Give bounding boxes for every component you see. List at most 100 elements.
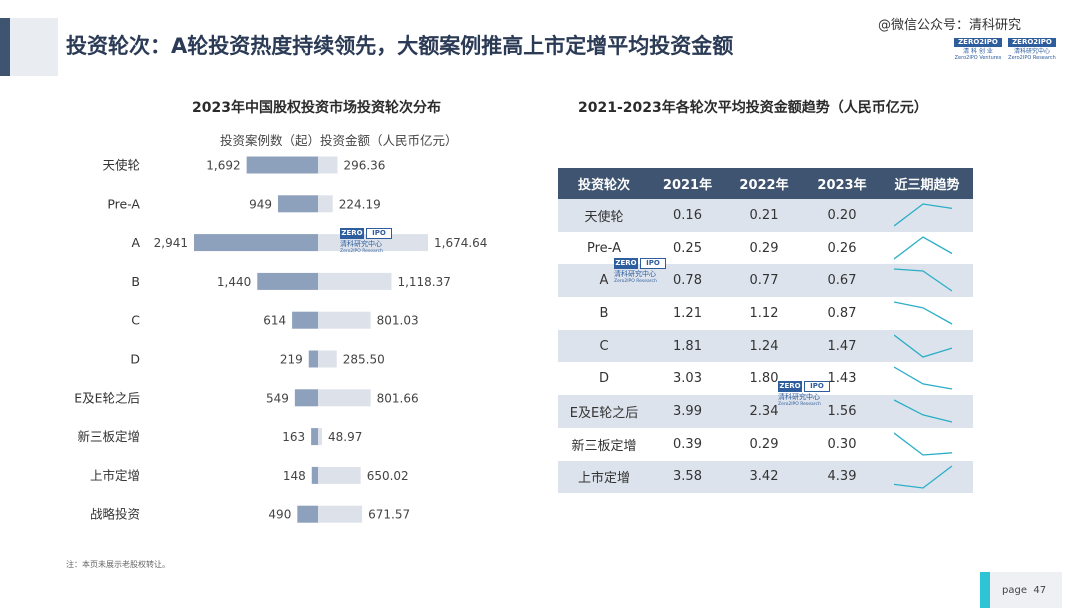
header-background-block (10, 18, 58, 76)
col-header-2023: 2023年 (817, 178, 867, 193)
round-cell: 上市定增 (577, 471, 630, 487)
value-2021-cell: 3.58 (673, 469, 702, 485)
value-2022-cell: 1.24 (749, 338, 779, 354)
left-chart-title: 2023年中国股权投资市场投资轮次分布 (192, 100, 441, 116)
case-count-label: 1,692 (206, 159, 240, 173)
trend-line (894, 399, 953, 423)
amount-bar (318, 195, 333, 213)
page-label: page (1002, 585, 1027, 596)
header-accent-bar (0, 18, 10, 76)
case-count-label: 2,941 (154, 236, 188, 250)
amount-bar (318, 350, 337, 368)
amount-bar (318, 272, 392, 290)
value-2021-cell: 0.39 (673, 436, 702, 452)
case-count-label: 490 (268, 508, 291, 522)
category-label: 战略投资 (90, 507, 140, 522)
amount-bar (318, 466, 361, 484)
case-count-bar (277, 195, 318, 213)
round-cell: B (599, 305, 609, 321)
amount-label: 224.19 (339, 197, 381, 211)
amount-label: 1,674.64 (434, 236, 487, 250)
footnote: 注：本页未展示老股权转让。 (66, 560, 170, 569)
trend-line (894, 301, 953, 325)
col-header-2021: 2021年 (662, 178, 713, 193)
value-2023-cell: 0.20 (827, 207, 857, 223)
case-count-label: 1,440 (217, 275, 251, 289)
round-cell: 新三板定增 (571, 438, 637, 454)
zero2ipo-ventures-logo: ZERO2IPO 清 科 创 业 Zero2IPO Ventures (954, 38, 1002, 61)
table-header-row: 投资轮次 2021年 2022年 2023年 近三期趋势 (558, 168, 973, 199)
category-label: D (130, 352, 140, 367)
value-2023-cell: 0.30 (827, 436, 857, 452)
trend-sparkline (894, 399, 953, 423)
page-num: 47 (1033, 585, 1047, 596)
amount-label: 650.02 (367, 469, 409, 483)
case-count-label: 549 (266, 391, 289, 405)
amount-bar (318, 505, 363, 523)
category-label: 天使轮 (102, 158, 140, 173)
avg-investment-table: 投资轮次 2021年 2022年 2023年 近三期趋势 天使轮 0.16 0.21… (558, 168, 973, 494)
trend-line (894, 235, 953, 260)
value-2022-cell: 0.29 (749, 436, 779, 452)
page-title: 投资轮次：A轮投资热度持续领先，大额案例推高上市定增平均投资金额 (66, 34, 734, 58)
value-2021-cell: 1.21 (673, 305, 702, 321)
category-label: E及E轮之后 (74, 390, 140, 405)
amount-label: 801.03 (377, 314, 419, 328)
amount-label: 296.36 (343, 159, 385, 173)
table-row: E及E轮之后 3.99 2.34 1.56 (558, 395, 973, 428)
category-label: 上市定增 (90, 468, 140, 483)
trend-sparkline (894, 366, 953, 391)
value-2021-cell: 3.99 (673, 403, 702, 419)
case-count-bar (297, 505, 318, 523)
case-count-bar (311, 466, 318, 484)
zero2ipo-research-logo: ZERO2IPO 清科研究中心 Zero2IPO Research (1008, 38, 1056, 61)
value-2023-cell: 4.39 (827, 469, 857, 485)
right-table-title: 2021-2023年各轮次平均投资金额趋势（人民币亿元） (578, 100, 928, 116)
amount-label: 801.66 (377, 391, 419, 405)
amount-label: 671.57 (368, 508, 410, 522)
trend-line (894, 334, 953, 358)
amount-bar (318, 428, 322, 446)
case-count-bar (292, 311, 318, 329)
amount-bar (318, 389, 371, 407)
value-2022-cell: 0.29 (749, 240, 779, 256)
round-cell: C (599, 338, 609, 354)
amount-label: 285.50 (343, 353, 385, 367)
col-header-trend: 近三期趋势 (894, 178, 960, 193)
category-label: C (131, 313, 140, 328)
page-number-accent (980, 572, 990, 608)
table-row: C 1.81 1.24 1.47 (558, 329, 973, 363)
case-count-label: 163 (282, 430, 305, 444)
value-2022-cell: 0.21 (749, 207, 779, 223)
category-label: Pre-A (107, 196, 140, 211)
value-2023-cell: 1.56 (827, 403, 857, 419)
table-row: Pre-A 0.25 0.29 0.26 (558, 231, 973, 265)
trend-sparkline (894, 334, 953, 358)
value-2023-cell: 0.26 (827, 240, 857, 256)
value-2021-cell: 0.16 (673, 207, 702, 223)
round-cell: A (599, 273, 609, 289)
case-count-label: 148 (283, 469, 306, 483)
page-number-box (980, 572, 1062, 608)
table-row: 上市定增 3.58 3.42 4.39 (558, 460, 973, 494)
page-number: page 47 (1002, 585, 1046, 596)
value-2022-cell: 3.42 (749, 469, 779, 485)
case-count-bar (246, 156, 318, 174)
value-2022-cell: 2.34 (749, 403, 779, 419)
trend-sparkline (894, 268, 953, 292)
legend-investment-amount: 投资金额（人民币亿元） (320, 133, 458, 148)
case-count-bar (308, 350, 318, 368)
amount-bar (318, 311, 371, 329)
category-label: 新三板定增 (77, 429, 140, 444)
trend-sparkline (894, 464, 953, 489)
table-row: B 1.21 1.12 0.87 (558, 297, 973, 330)
trend-sparkline (894, 235, 953, 260)
value-2023-cell: 0.67 (827, 273, 857, 289)
round-cell: Pre-A (587, 240, 621, 256)
value-2022-cell: 1.80 (749, 371, 779, 387)
trend-sparkline (894, 203, 953, 227)
category-label: A (131, 235, 140, 250)
round-cell: D (598, 371, 609, 387)
value-2023-cell: 1.47 (827, 338, 857, 354)
trend-line (894, 203, 953, 227)
